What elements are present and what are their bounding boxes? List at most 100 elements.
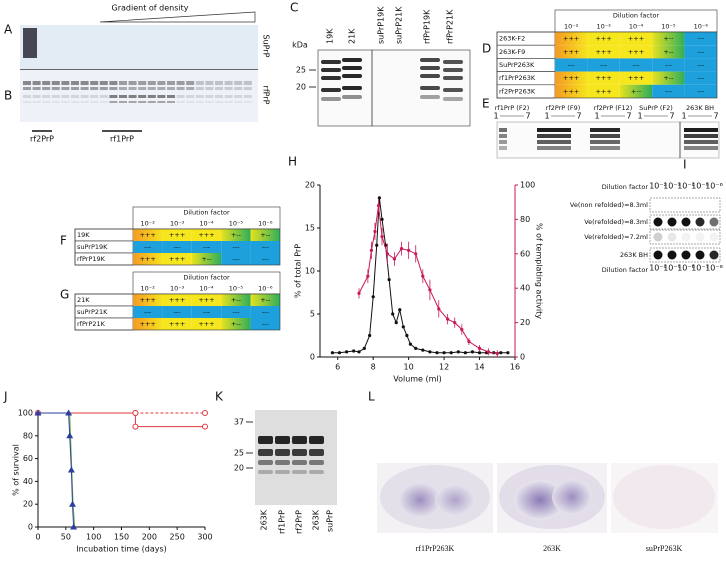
marker xyxy=(371,295,375,299)
cell xyxy=(250,306,280,318)
cell-text: +++ xyxy=(140,296,156,304)
band xyxy=(176,87,185,90)
cell-text: --- xyxy=(262,243,270,251)
series-line xyxy=(38,412,75,528)
cell xyxy=(162,229,192,241)
band xyxy=(420,95,440,99)
cell-text: +++ xyxy=(563,48,579,56)
x-tick-label: 50 xyxy=(61,533,71,542)
band xyxy=(90,95,99,98)
marker-label: 25 xyxy=(234,449,244,458)
marker xyxy=(357,350,361,354)
cell xyxy=(619,45,653,59)
dot xyxy=(695,232,705,242)
band xyxy=(420,58,440,62)
dot xyxy=(681,217,691,227)
lane-label: rf2PrP xyxy=(295,510,304,534)
unit-label: kDa xyxy=(292,41,308,50)
blot xyxy=(255,410,337,505)
dot xyxy=(653,217,663,227)
band xyxy=(499,128,507,132)
cell-text: +++ xyxy=(198,231,214,239)
cell xyxy=(684,84,717,98)
panel-label: H xyxy=(288,155,297,169)
marker-label: 20 xyxy=(234,464,244,473)
band xyxy=(176,81,185,85)
y-tick-label: 80 xyxy=(23,431,33,440)
band xyxy=(42,87,51,90)
band xyxy=(537,146,571,150)
bands xyxy=(321,58,463,101)
column-label: 10⁻² xyxy=(649,182,667,191)
column-label: 10⁻⁴ xyxy=(677,182,695,191)
band xyxy=(109,101,118,103)
lane-label: SuPrP (F2) xyxy=(639,104,673,112)
band xyxy=(205,87,214,90)
band xyxy=(224,101,233,103)
band xyxy=(42,95,51,98)
lane-label: 263K xyxy=(260,509,269,530)
column-label: 10⁻⁴ xyxy=(199,285,214,293)
marker xyxy=(437,307,441,311)
band xyxy=(61,81,70,85)
cell-text: +++ xyxy=(595,87,611,95)
band xyxy=(684,140,718,144)
cell xyxy=(191,253,222,265)
band xyxy=(61,101,70,103)
cell xyxy=(221,229,251,241)
cell-text: --- xyxy=(665,61,673,69)
panel-label: D xyxy=(482,42,491,56)
lane-start: 1 xyxy=(681,112,686,121)
dot xyxy=(681,232,691,242)
band xyxy=(128,101,137,103)
band xyxy=(275,436,290,444)
y2-tick-label: 100 xyxy=(520,181,535,190)
x-tick-label: 16 xyxy=(510,363,520,372)
x-tick-label: 200 xyxy=(142,533,157,542)
band xyxy=(119,81,127,85)
cell xyxy=(619,58,653,72)
band xyxy=(195,87,204,90)
y-tick-label: 20 xyxy=(305,181,315,190)
band xyxy=(342,86,362,90)
header: Gradient of density xyxy=(112,4,189,13)
marker xyxy=(401,325,405,329)
band xyxy=(99,87,108,90)
marker xyxy=(414,346,418,350)
row-label: suPrP21K xyxy=(77,308,108,316)
column-label: 10⁻⁵ xyxy=(691,182,709,191)
band xyxy=(243,101,252,103)
marker xyxy=(380,235,384,239)
band xyxy=(157,95,166,98)
x-tick-label: 12 xyxy=(439,363,449,372)
band xyxy=(420,86,440,90)
band xyxy=(258,449,273,456)
lane-label: rf1PrP xyxy=(278,510,287,534)
cell-text: +-- xyxy=(231,296,242,304)
dot xyxy=(667,232,677,242)
band xyxy=(215,87,223,90)
band xyxy=(32,87,41,90)
series-line xyxy=(38,412,205,428)
table-header-text: Dilution factor xyxy=(183,209,230,217)
cell xyxy=(250,253,280,265)
band xyxy=(157,87,166,90)
row-label: rfPrP19K xyxy=(77,255,106,263)
panel-label: F xyxy=(60,234,67,248)
band xyxy=(195,101,204,103)
cell xyxy=(162,318,192,330)
band xyxy=(321,88,341,92)
marker xyxy=(330,351,335,355)
row-label: 263K-F2 xyxy=(499,35,525,43)
cell xyxy=(133,318,163,330)
y2-tick-label: 40 xyxy=(520,284,530,293)
column-label: 10⁻⁶ xyxy=(677,264,695,273)
band xyxy=(321,60,341,64)
column-label: 10⁻² xyxy=(564,23,579,31)
marker xyxy=(460,327,464,332)
cell xyxy=(555,84,588,98)
x-tick-label: 8 xyxy=(371,363,376,372)
band xyxy=(443,60,463,64)
cell-text: --- xyxy=(144,308,152,316)
